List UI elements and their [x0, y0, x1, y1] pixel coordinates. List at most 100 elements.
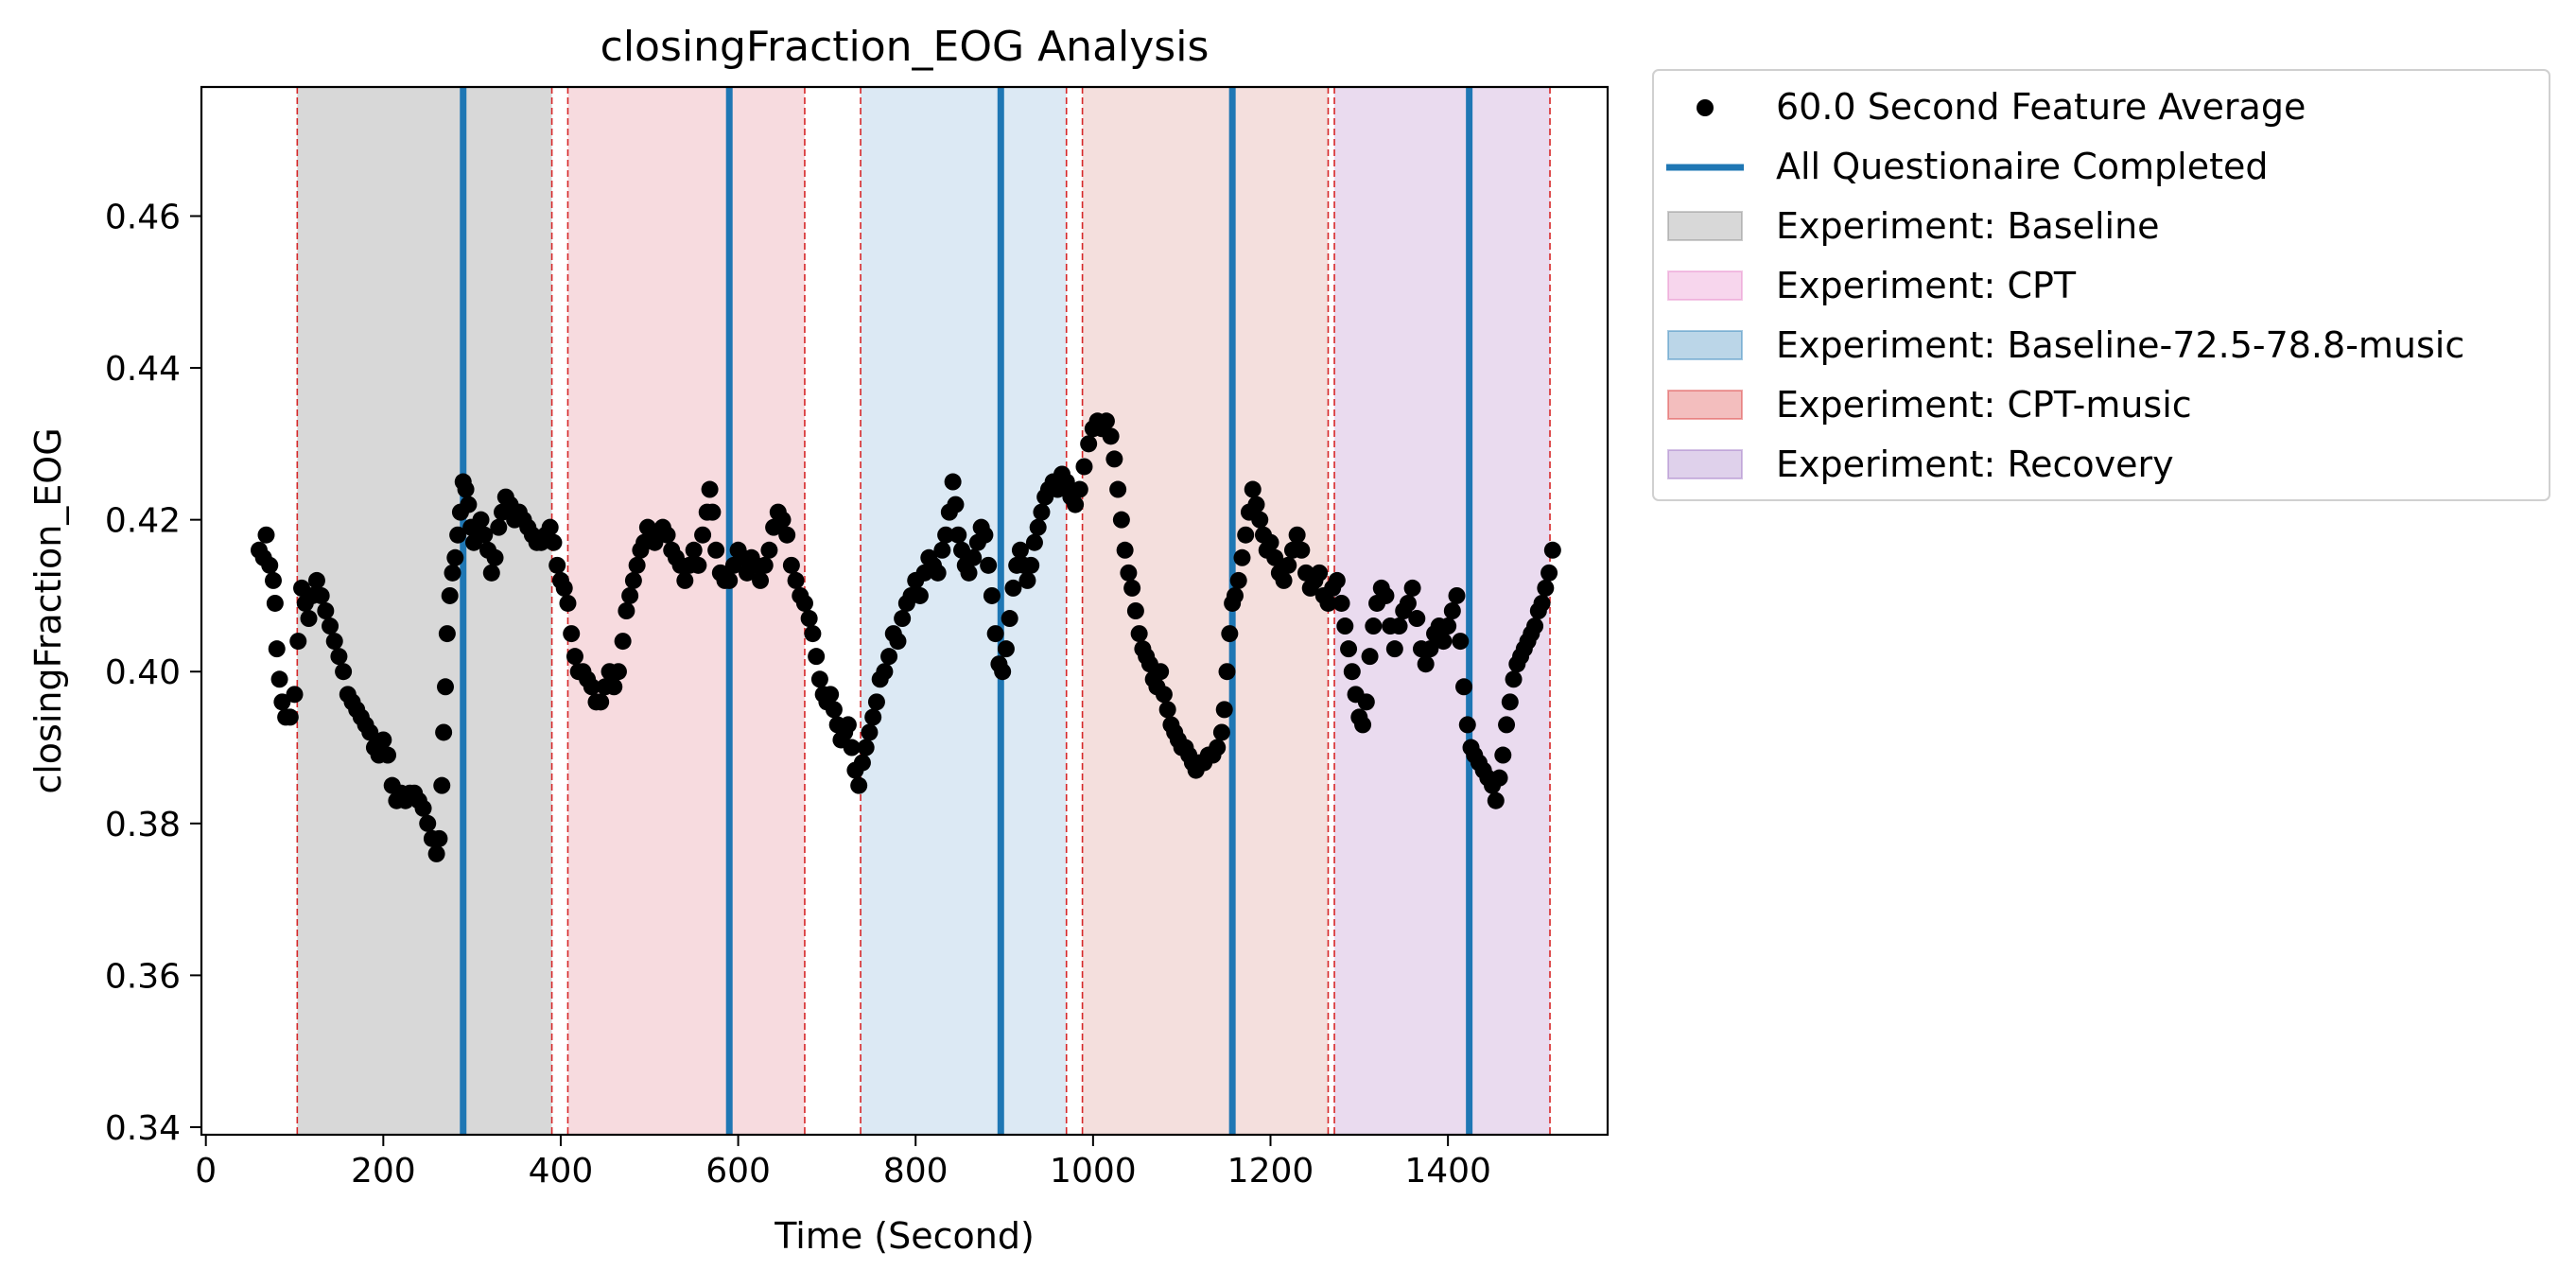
legend-label-4: Experiment: Baseline-72.5-78.8-music [1776, 324, 2464, 366]
data-point-271 [1293, 541, 1311, 559]
data-point-188 [980, 556, 998, 574]
data-point-140 [795, 594, 813, 612]
data-point-212 [1070, 480, 1088, 498]
data-point-136 [778, 526, 796, 544]
data-point-83 [559, 594, 577, 612]
data-point-297 [1399, 594, 1417, 612]
data-point-5 [266, 594, 284, 612]
data-point-281 [1336, 617, 1354, 635]
data-point-248 [1209, 739, 1227, 757]
data-point-12 [289, 633, 307, 651]
data-point-20 [322, 617, 339, 635]
data-point-199 [1018, 571, 1036, 589]
data-point-194 [1001, 610, 1018, 628]
data-point-184 [965, 548, 983, 566]
data-point-22 [330, 648, 348, 666]
data-point-201 [1025, 533, 1043, 551]
plot-frame [200, 85, 1610, 1137]
data-point-310 [1455, 678, 1473, 696]
y-tick-label-6: 0.46 [105, 198, 181, 236]
data-point-255 [1229, 571, 1247, 589]
chart-title: closingFraction_EOG Analysis [600, 23, 1210, 71]
data-point-64 [482, 564, 500, 582]
data-point-235 [1158, 701, 1176, 719]
data-point-279 [1328, 571, 1346, 589]
data-point-98 [621, 586, 639, 604]
data-point-287 [1357, 693, 1375, 711]
data-point-108 [658, 526, 676, 544]
data-point-44 [427, 844, 445, 862]
data-point-66 [490, 518, 508, 536]
data-point-33 [379, 746, 397, 764]
data-point-131 [756, 556, 774, 574]
data-point-143 [808, 648, 826, 666]
data-point-333 [1540, 564, 1558, 582]
x-tick-label-4: 800 [883, 1152, 949, 1191]
data-point-56 [457, 480, 475, 498]
data-point-114 [685, 541, 703, 559]
data-point-332 [1537, 579, 1555, 597]
data-point-46 [433, 776, 451, 794]
data-point-225 [1123, 579, 1141, 597]
data-point-322 [1501, 693, 1519, 711]
data-point-180 [949, 526, 967, 544]
data-point-116 [694, 526, 712, 544]
data-point-331 [1533, 594, 1551, 612]
data-point-153 [843, 739, 861, 757]
data-point-79 [545, 533, 563, 551]
data-point-334 [1543, 541, 1561, 559]
y-axis: 0.34 0.36 0.38 0.40 0.42 0.44 0.46 [105, 198, 201, 1148]
data-point-165 [889, 633, 907, 651]
data-point-21 [325, 633, 343, 651]
data-point-214 [1080, 435, 1098, 453]
x-tick-label-2: 400 [529, 1152, 594, 1191]
data-point-298 [1403, 579, 1421, 597]
data-point-97 [618, 602, 635, 619]
data-point-282 [1340, 640, 1358, 658]
data-point-95 [609, 663, 627, 681]
data-point-7 [270, 670, 288, 688]
legend-label-2: Experiment: Baseline [1776, 205, 2160, 247]
data-point-251 [1218, 663, 1236, 681]
data-point-209 [1057, 473, 1075, 491]
data-point-183 [960, 564, 978, 582]
data-point-280 [1332, 594, 1350, 612]
legend: 60.0 Second Feature Average All Questiona… [1652, 69, 2550, 501]
data-point-94 [605, 678, 623, 696]
data-point-50 [441, 586, 459, 604]
data-point-23 [335, 663, 353, 681]
data-point-138 [787, 571, 805, 589]
data-point-48 [436, 678, 454, 696]
data-point-261 [1251, 511, 1269, 529]
data-point-174 [929, 564, 947, 582]
data-point-302 [1421, 640, 1439, 658]
data-point-45 [430, 829, 448, 847]
data-point-80 [548, 556, 566, 574]
y-tick-label-0: 0.34 [105, 1109, 181, 1148]
data-point-84 [563, 625, 581, 643]
x-axis: 0 200 400 600 800 1000 1200 1400 [195, 1135, 1491, 1191]
data-point-203 [1033, 503, 1051, 521]
data-point-135 [774, 511, 792, 529]
data-point-250 [1215, 701, 1233, 719]
data-point-99 [624, 571, 642, 589]
y-tick-label-4: 0.42 [105, 502, 181, 541]
data-point-155 [850, 776, 868, 794]
x-tick-label-3: 600 [705, 1152, 771, 1191]
data-point-221 [1109, 480, 1127, 498]
region-1 [567, 87, 805, 1135]
data-point-156 [853, 754, 871, 772]
data-point-321 [1498, 716, 1516, 734]
data-point-213 [1075, 458, 1093, 476]
data-point-268 [1279, 556, 1297, 574]
data-point-47 [435, 723, 453, 741]
data-point-119 [704, 503, 722, 521]
data-point-256 [1233, 548, 1251, 566]
data-point-170 [911, 586, 929, 604]
data-point-32 [374, 731, 392, 749]
legend-handle-3 [1667, 270, 1743, 301]
data-point-178 [944, 473, 962, 491]
data-point-162 [876, 663, 894, 681]
data-point-176 [937, 526, 955, 544]
data-point-78 [541, 518, 559, 536]
